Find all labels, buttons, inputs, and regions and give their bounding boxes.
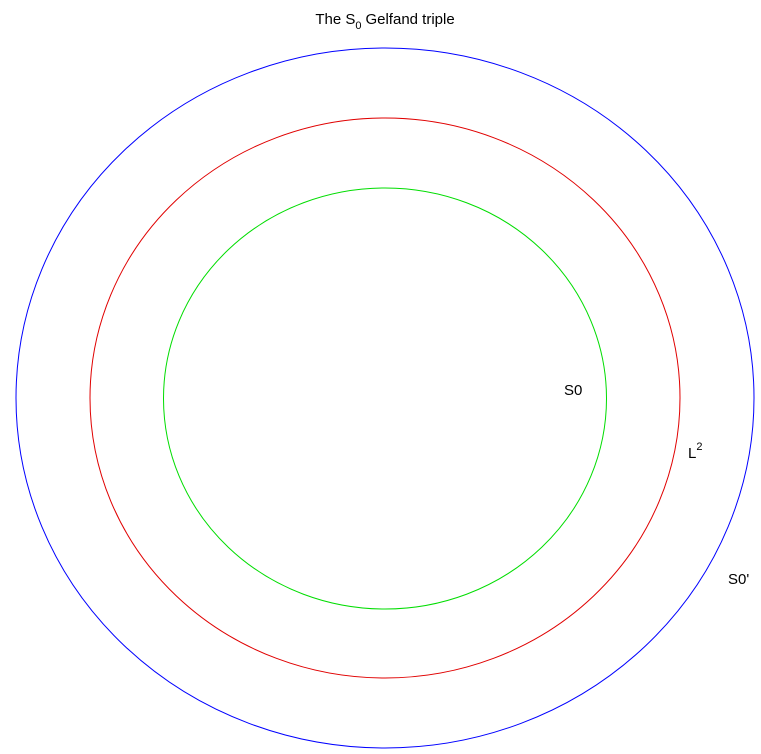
title-rest: Gelfand triple	[365, 11, 454, 28]
set-label-superscript: 2	[696, 441, 702, 453]
inner-set	[163, 187, 607, 610]
title-subscript: 0	[355, 20, 361, 32]
set-label: S0'	[728, 571, 749, 588]
title-main: The S	[315, 11, 355, 28]
middle-set	[89, 117, 681, 679]
diagram-title: The S0 Gelfand triple	[315, 11, 454, 32]
set-label: L2	[688, 441, 702, 462]
outer-set	[15, 47, 755, 749]
set-label-main: L	[688, 445, 696, 462]
set-label: S0	[564, 382, 582, 399]
